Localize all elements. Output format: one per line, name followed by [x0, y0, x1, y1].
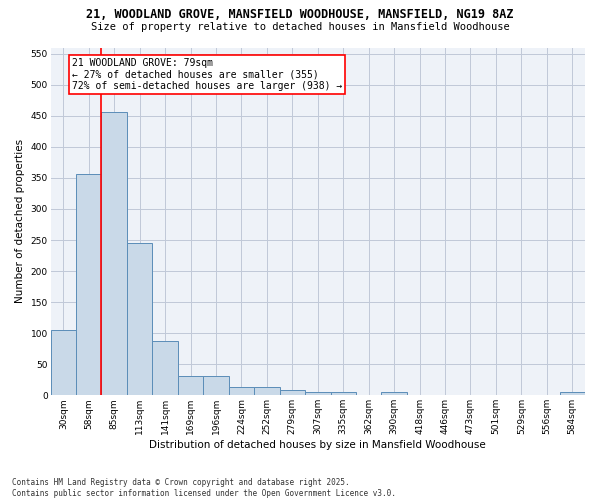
Bar [152, 340, 178, 396]
Bar [127, 243, 152, 396]
Bar [382, 392, 407, 396]
Text: 21 WOODLAND GROVE: 79sqm
← 27% of detached houses are smaller (355)
72% of semi-: 21 WOODLAND GROVE: 79sqm ← 27% of detach… [72, 58, 342, 91]
Bar [178, 376, 203, 396]
Bar [229, 387, 254, 396]
Text: Size of property relative to detached houses in Mansfield Woodhouse: Size of property relative to detached ho… [91, 22, 509, 32]
Y-axis label: Number of detached properties: Number of detached properties [15, 140, 25, 304]
Bar [50, 330, 76, 396]
Bar [101, 112, 127, 396]
Bar [560, 392, 585, 396]
Bar [305, 392, 331, 396]
Bar [280, 390, 305, 396]
Bar [254, 387, 280, 396]
Text: Contains HM Land Registry data © Crown copyright and database right 2025.
Contai: Contains HM Land Registry data © Crown c… [12, 478, 396, 498]
Bar [76, 174, 101, 396]
Text: 21, WOODLAND GROVE, MANSFIELD WOODHOUSE, MANSFIELD, NG19 8AZ: 21, WOODLAND GROVE, MANSFIELD WOODHOUSE,… [86, 8, 514, 20]
X-axis label: Distribution of detached houses by size in Mansfield Woodhouse: Distribution of detached houses by size … [149, 440, 486, 450]
Bar [203, 376, 229, 396]
Bar [331, 392, 356, 396]
